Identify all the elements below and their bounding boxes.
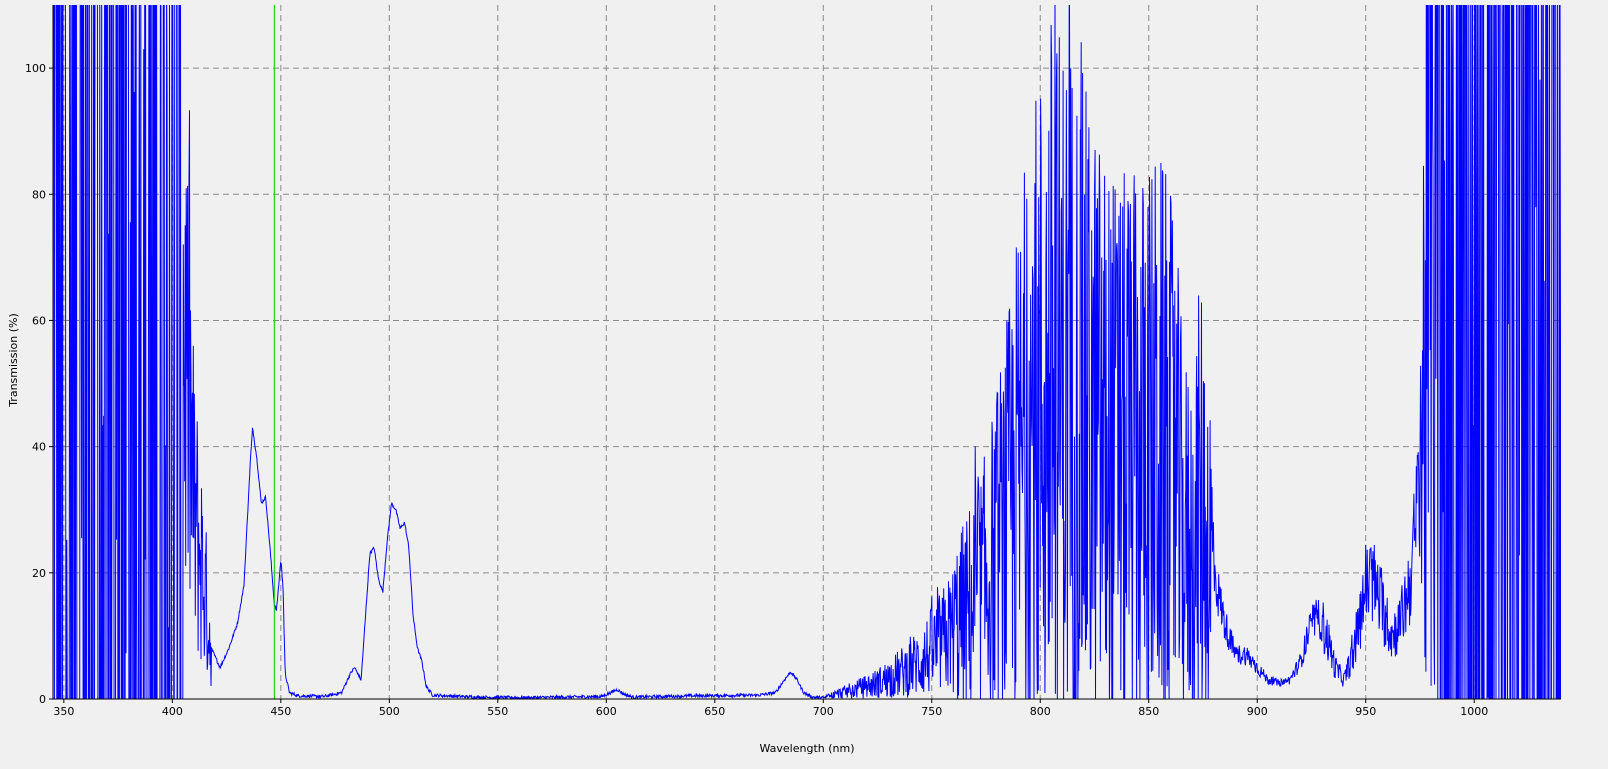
- x-tick-label: 500: [379, 705, 400, 718]
- y-tick-label: 0: [39, 693, 46, 706]
- grid-layer: [53, 5, 1561, 699]
- x-tick-label: 350: [53, 705, 74, 718]
- plot-area: [53, 5, 1561, 699]
- y-tick-label: 80: [32, 188, 46, 201]
- x-tick-label: 850: [1138, 705, 1159, 718]
- series-line: [53, 5, 1561, 699]
- x-axis-label: Wavelength (nm): [759, 742, 854, 755]
- x-tick-label: 550: [487, 705, 508, 718]
- x-tick-label: 650: [704, 705, 725, 718]
- y-tick-label: 40: [32, 441, 46, 454]
- x-tick-label: 800: [1030, 705, 1051, 718]
- y-axis-label: Transmission (%): [7, 313, 20, 408]
- x-tick-label: 750: [921, 705, 942, 718]
- y-tick-label: 60: [32, 314, 46, 327]
- x-tick-label: 900: [1247, 705, 1268, 718]
- axes: 350 400 450 500 550 600 650 700 750 800 850 900 950 1…: [25, 5, 1561, 718]
- x-tick-label: 700: [813, 705, 834, 718]
- y-tick-label: 100: [25, 62, 46, 75]
- x-tick-label: 400: [162, 705, 183, 718]
- x-tick-label: 600: [596, 705, 617, 718]
- x-tick-label: 450: [270, 705, 291, 718]
- x-tick-label: 950: [1355, 705, 1376, 718]
- y-tick-label: 20: [32, 567, 46, 580]
- x-tick-label: 1000: [1460, 705, 1488, 718]
